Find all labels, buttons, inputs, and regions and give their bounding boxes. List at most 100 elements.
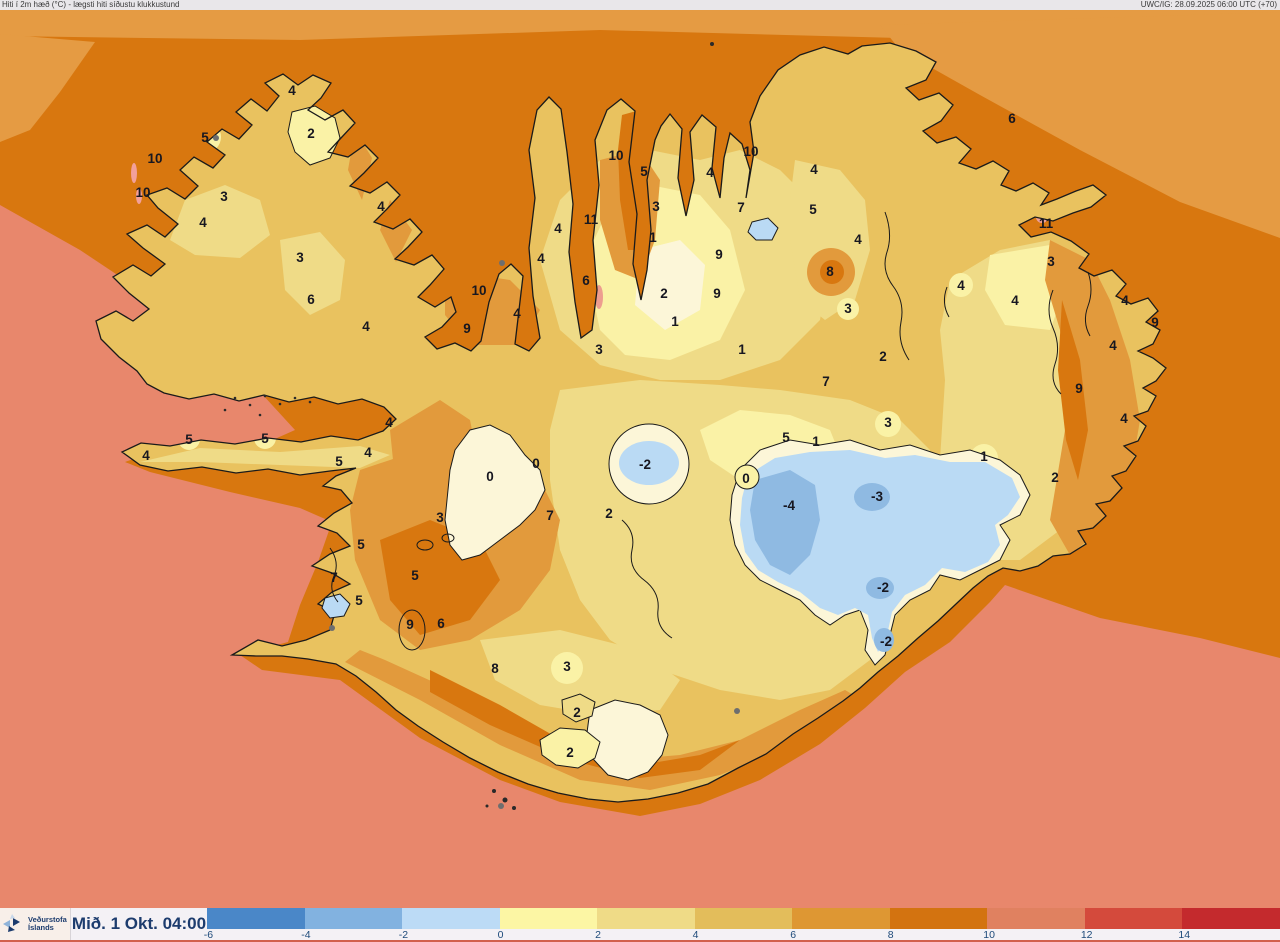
colorbar-tick: 2 xyxy=(595,929,601,941)
temp-value-label: 2 xyxy=(566,745,574,760)
colorbar-segment xyxy=(304,908,403,929)
temp-value-label: 2 xyxy=(605,506,613,521)
temp-value-label: 4 xyxy=(1011,293,1019,308)
temp-value-label: 3 xyxy=(563,659,571,674)
vedurstofa-logo: Veðurstofa Íslands xyxy=(0,908,71,940)
temp-value-label: 1 xyxy=(671,314,679,329)
temp-value-label: 6 xyxy=(307,292,315,307)
temp-value-label: 9 xyxy=(463,321,471,336)
colorbar-segment xyxy=(694,908,793,929)
temp-value-label: 9 xyxy=(1075,381,1083,396)
colorbar-tick-labels: -6 -4 -2 0 2 4 6 8 10 12 14 xyxy=(203,929,1280,941)
logo-text-line1: Veðurstofa xyxy=(28,915,67,924)
map-title: Hiti í 2m hæð (°C) - lægsti hiti síðustu… xyxy=(2,0,180,9)
colorbar-segment xyxy=(207,908,305,929)
temp-value-label: 10 xyxy=(471,283,486,298)
temp-value-label: -2 xyxy=(877,580,889,595)
station-dot xyxy=(734,708,740,714)
ocean-hot-patch xyxy=(136,188,142,204)
temp-value-label: 4 xyxy=(199,215,207,230)
temp-value-label: 9 xyxy=(1151,315,1159,330)
forecast-datetime: Mið. 1 Okt. 04:00 xyxy=(71,908,207,940)
colorbar-tick: 14 xyxy=(1178,929,1191,941)
islands xyxy=(223,42,714,810)
colorbar-tick: 4 xyxy=(692,929,699,941)
colorbar-segment xyxy=(987,908,1085,929)
temp-value-label: 5 xyxy=(335,454,343,469)
temp-value-label: 8 xyxy=(491,661,499,676)
titlebar: Hiti í 2m hæð (°C) - lægsti hiti síðustu… xyxy=(0,0,1280,10)
temp-value-label: 7 xyxy=(737,200,745,215)
temp-value-label: 4 xyxy=(362,319,370,334)
model-run-info: UWC/IG: 28.09.2025 06:00 UTC (+70) xyxy=(1140,0,1277,9)
colorbar-tick: 6 xyxy=(790,929,797,941)
vedurstofa-logo-icon xyxy=(3,914,20,932)
forecast-datetime-text: Mið. 1 Okt. 04:00 xyxy=(71,914,207,933)
temp-value-label: 3 xyxy=(844,301,852,316)
temp-value-label: 7 xyxy=(330,570,338,585)
temp-value-label: 10 xyxy=(608,148,623,163)
temp-value-label: 4 xyxy=(1121,293,1129,308)
colorbar-tick: 8 xyxy=(887,929,894,941)
temp-value-label: 4 xyxy=(1120,411,1128,426)
temp-value-label: 6 xyxy=(582,273,590,288)
colorbar-tick: -6 xyxy=(203,929,214,941)
temperature-colorbar xyxy=(207,908,1280,929)
temp-value-label: 11 xyxy=(1039,216,1054,231)
lakes xyxy=(321,217,779,651)
ocean-hot-patch xyxy=(131,163,137,183)
ocean-mild-region xyxy=(880,12,1280,238)
temp-value-label: 5 xyxy=(809,202,817,217)
temp-value-label: 5 xyxy=(357,537,365,552)
temp-value-label: 4 xyxy=(854,232,862,247)
temp-value-label: 6 xyxy=(1008,111,1016,126)
temp-value-label: 3 xyxy=(1047,254,1055,269)
temp-value-label: 9 xyxy=(713,286,721,301)
temp-value-label: 10 xyxy=(135,185,150,200)
temp-value-label: 1 xyxy=(649,230,657,245)
colorbar-segment xyxy=(402,908,500,929)
temp-value-label: 5 xyxy=(782,430,790,445)
temp-value-label: 5 xyxy=(201,130,209,145)
temp-value-label: 0 xyxy=(486,469,494,484)
temp-value-label: 4 xyxy=(142,448,150,463)
station-dot xyxy=(213,135,219,141)
bottom-divider xyxy=(0,940,1280,942)
temp-value-label: -2 xyxy=(880,634,892,649)
temp-value-label: 4 xyxy=(385,415,393,430)
temp-value-label: 2 xyxy=(1051,470,1059,485)
temp-value-label: 8 xyxy=(826,264,834,279)
temp-value-label: 1 xyxy=(738,342,746,357)
temp-value-label: 4 xyxy=(957,278,965,293)
temp-value-label: 0 xyxy=(742,471,750,486)
temp-value-label: 11 xyxy=(584,212,599,227)
temp-value-label: -3 xyxy=(871,489,883,504)
colorbar-tick: 12 xyxy=(1080,929,1093,941)
temp-value-label: 6 xyxy=(437,616,445,631)
contour-lines xyxy=(329,211,1092,639)
temp-value-label: 4 xyxy=(1109,338,1117,353)
temp-value-label: 2 xyxy=(660,286,668,301)
temp-value-label: 3 xyxy=(595,342,603,357)
temp-value-label: 3 xyxy=(884,415,892,430)
colorbar-segment xyxy=(792,908,890,929)
colorbar-tick: 0 xyxy=(497,929,504,941)
weather-map: 4 2 5 10 10 3 4 4 3 6 4 10 5 4 10 3 7 11 4 1 4 9 6 2 9 10 4 9 1 3 1 6 4 5… xyxy=(0,10,1280,908)
temp-value-label: 5 xyxy=(355,593,363,608)
temp-value-label: 1 xyxy=(812,434,820,449)
temp-value-label: 9 xyxy=(715,247,723,262)
temp-value-label: 2 xyxy=(307,126,315,141)
temp-value-label: 3 xyxy=(652,199,660,214)
temp-value-label: 4 xyxy=(810,162,818,177)
temp-value-label: 3 xyxy=(296,250,304,265)
temp-value-label: 4 xyxy=(364,445,372,460)
colorbar-segment xyxy=(1182,908,1280,929)
temp-value-label: 4 xyxy=(377,199,385,214)
temp-value-label: 5 xyxy=(185,432,193,447)
temp-value-label: 10 xyxy=(743,144,758,159)
temp-value-label: 4 xyxy=(537,251,545,266)
temp-value-label: -4 xyxy=(783,498,795,513)
station-dots xyxy=(213,135,740,809)
station-dot xyxy=(499,260,505,266)
